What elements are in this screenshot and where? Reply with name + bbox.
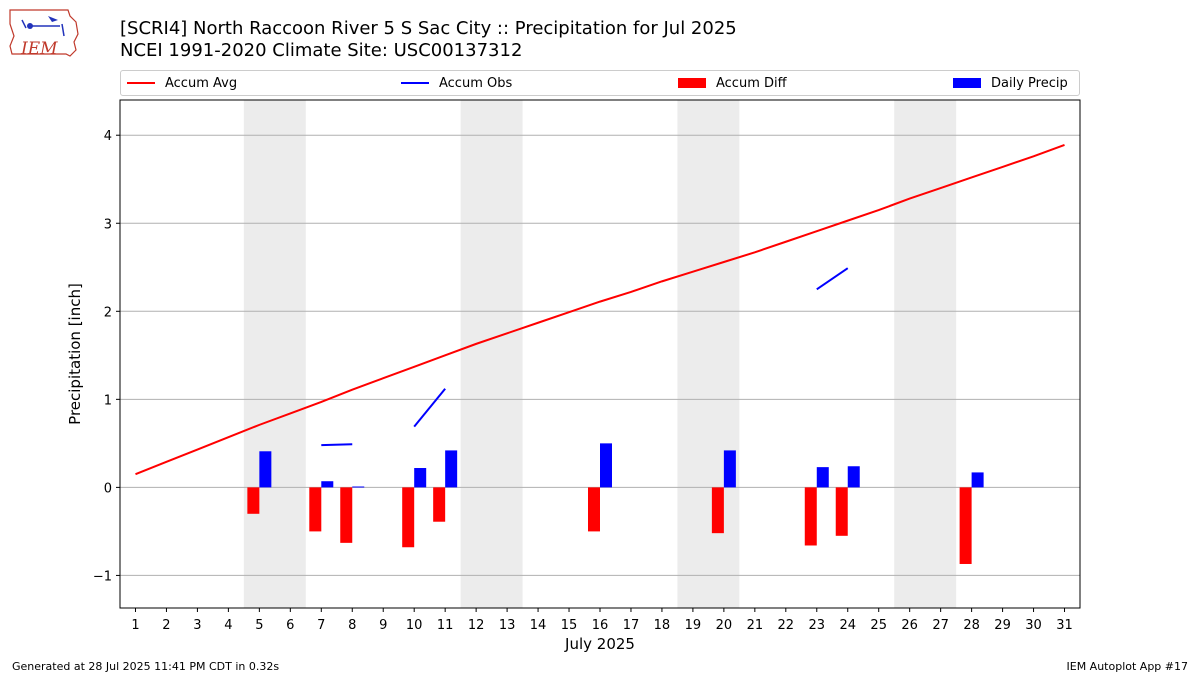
legend-label-accum-diff: Accum Diff	[716, 75, 787, 91]
iem-logo: IEM	[8, 6, 82, 60]
accum-diff-bar	[835, 487, 848, 536]
legend-item-accum-avg: Accum Avg	[127, 71, 237, 95]
accum-diff-bar	[959, 487, 972, 564]
logo-text: IEM	[21, 39, 58, 59]
x-tick-label: 20	[716, 618, 733, 633]
x-tick-label: 5	[255, 618, 263, 633]
weekend-band	[243, 100, 306, 608]
x-tick-label: 9	[379, 618, 387, 633]
y-axis-label: Precipitation [inch]	[66, 283, 84, 425]
legend-item-daily-precip: Daily Precip	[953, 71, 1068, 95]
weekend-band	[677, 100, 740, 608]
x-tick-label: 6	[286, 618, 294, 633]
daily-precip-bar	[352, 486, 365, 488]
x-tick-label: 18	[654, 618, 671, 633]
accum-avg-line	[135, 143, 1065, 476]
x-tick-label: 7	[317, 618, 325, 633]
accum-diff-bar	[340, 487, 353, 543]
daily-precip-bar	[816, 467, 829, 488]
weekend-band	[460, 100, 523, 608]
chart-subtitle: NCEI 1991-2020 Climate Site: USC00137312	[120, 40, 523, 61]
daily-precip-swatch	[953, 78, 981, 88]
daily-precip-bar	[847, 466, 860, 488]
accum-diff-swatch	[678, 78, 706, 88]
y-tick-label: 3	[104, 217, 112, 232]
x-tick-label: 23	[809, 618, 826, 633]
x-tick-label: 19	[685, 618, 702, 633]
daily-precip-bar	[723, 450, 736, 488]
x-tick-label: 17	[623, 618, 640, 633]
y-tick-label: 1	[104, 393, 112, 408]
legend-item-accum-diff: Accum Diff	[678, 71, 787, 95]
chart-title: [SCRI4] North Raccoon River 5 S Sac City…	[120, 18, 737, 39]
y-tick-label: 4	[104, 129, 112, 144]
x-tick-label: 2	[162, 618, 170, 633]
x-tick-label: 14	[530, 618, 547, 633]
footer-generated: Generated at 28 Jul 2025 11:41 PM CDT in…	[12, 660, 280, 673]
accum-diff-bar	[309, 487, 322, 532]
legend-label-daily-precip: Daily Precip	[991, 75, 1068, 91]
x-tick-label: 16	[592, 618, 609, 633]
x-tick-label: 26	[901, 618, 918, 633]
daily-precip-bar	[971, 472, 984, 488]
x-tick-label: 1	[131, 618, 139, 633]
x-tick-label: 28	[963, 618, 980, 633]
x-tick-label: 12	[468, 618, 485, 633]
accum-obs-swatch	[401, 82, 429, 84]
x-tick-label: 13	[499, 618, 516, 633]
chart-legend: Accum Avg Accum Obs Accum Diff Daily Pre…	[120, 70, 1080, 96]
x-tick-label: 31	[1056, 618, 1073, 633]
x-tick-label: 4	[224, 618, 232, 633]
accum-diff-bar	[402, 487, 415, 548]
x-tick-label: 8	[348, 618, 356, 633]
accum-avg-swatch	[127, 82, 155, 84]
y-tick-label: 2	[104, 305, 112, 320]
daily-precip-bar	[600, 443, 612, 488]
accum-diff-bar	[433, 487, 446, 522]
x-tick-label: 10	[406, 618, 423, 633]
x-tick-label: 24	[839, 618, 856, 633]
y-tick-label: 0	[104, 481, 112, 496]
accum-obs-segment	[816, 267, 849, 291]
footer-app: IEM Autoplot App #17	[1066, 660, 1189, 673]
legend-label-accum-avg: Accum Avg	[165, 75, 238, 91]
y-tick-label: −1	[93, 569, 112, 584]
accum-diff-bar	[804, 487, 817, 546]
legend-item-accum-obs: Accum Obs	[401, 71, 512, 95]
daily-precip-bar	[414, 468, 427, 488]
daily-precip-bar	[445, 450, 458, 488]
iowa-map-icon	[9, 9, 79, 57]
legend-label-accum-obs: Accum Obs	[439, 75, 513, 91]
weekend-band	[894, 100, 957, 608]
accum-diff-bar	[588, 487, 600, 532]
x-tick-label: 22	[778, 618, 795, 633]
accum-diff-bar	[711, 487, 724, 534]
accum-obs-segment	[321, 443, 353, 447]
x-tick-label: 3	[193, 618, 201, 633]
x-tick-label: 27	[932, 618, 949, 633]
daily-precip-bar	[321, 481, 334, 488]
x-tick-label: 30	[1025, 618, 1042, 633]
accum-obs-segment	[413, 388, 446, 428]
x-tick-label: 29	[994, 618, 1011, 633]
x-tick-label: 25	[870, 618, 887, 633]
daily-precip-bar	[259, 451, 272, 488]
x-tick-label: 11	[437, 618, 454, 633]
accum-diff-bar	[247, 487, 260, 514]
x-tick-label: 21	[747, 618, 764, 633]
x-tick-label: 15	[561, 618, 578, 633]
x-axis-label: July 2025	[564, 635, 635, 653]
